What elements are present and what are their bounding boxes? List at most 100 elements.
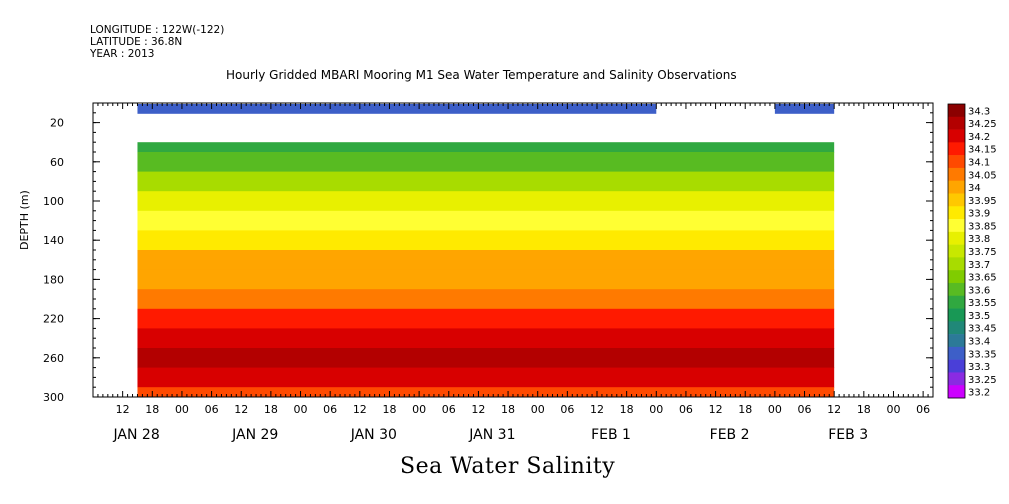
x-hour-label: 00 <box>768 403 782 416</box>
y-tick-label: 220 <box>43 313 64 326</box>
y-tick-label: 100 <box>43 195 64 208</box>
salinity-contour-band <box>137 230 835 251</box>
x-hour-label: 06 <box>679 403 693 416</box>
colorbar-swatch <box>948 167 965 181</box>
salinity-contour-band <box>137 269 835 290</box>
colorbar-swatch <box>948 206 965 220</box>
y-tick-label: 60 <box>50 156 64 169</box>
x-hour-label: 18 <box>738 403 752 416</box>
x-date-label: FEB 2 <box>710 427 750 443</box>
x-hour-label: 06 <box>442 403 456 416</box>
colorbar-swatch <box>948 155 965 169</box>
x-hour-label: 12 <box>471 403 485 416</box>
colorbar-label: 33.5 <box>968 311 990 322</box>
x-hour-label: 18 <box>145 403 159 416</box>
x-date-label: JAN 29 <box>231 427 278 443</box>
y-tick-label: 20 <box>50 117 64 130</box>
colorbar-swatch <box>948 321 965 335</box>
colorbar-swatch <box>948 385 965 399</box>
colorbar-label: 34.1 <box>968 158 990 169</box>
x-hour-label: 06 <box>205 403 219 416</box>
salinity-contour-band <box>137 171 835 192</box>
colorbar-swatch <box>948 219 965 233</box>
x-hour-label: 06 <box>323 403 337 416</box>
x-hour-label: 18 <box>264 403 278 416</box>
year-label: YEAR : 2013 <box>90 48 155 60</box>
colorbar-swatch <box>948 346 965 360</box>
longitude-label: LONGITUDE : 122W(-122) <box>90 24 225 36</box>
colorbar-swatch <box>948 104 965 118</box>
colorbar-label: 33.95 <box>968 196 997 207</box>
colorbar-label: 33.35 <box>968 349 997 360</box>
colorbar-swatch <box>948 116 965 130</box>
colorbar-swatch <box>948 372 965 386</box>
x-date-label: JAN 31 <box>468 427 515 443</box>
variable-label: Sea Water Salinity <box>400 454 616 479</box>
colorbar-swatch <box>948 270 965 284</box>
x-hour-label: 06 <box>560 403 574 416</box>
salinity-contour-band <box>137 308 835 329</box>
x-hour-label: 18 <box>501 403 515 416</box>
colorbar-label: 33.85 <box>968 221 997 232</box>
colorbar-swatch <box>948 308 965 322</box>
colorbar-label: 33.9 <box>968 209 990 220</box>
salinity-contour-band <box>137 387 835 397</box>
x-date-label: FEB 1 <box>591 427 631 443</box>
x-hour-label: 12 <box>116 403 130 416</box>
latitude-label: LATITUDE : 36.8N <box>90 36 183 48</box>
x-hour-label: 18 <box>382 403 396 416</box>
x-hour-label: 18 <box>857 403 871 416</box>
x-hour-label: 00 <box>531 403 545 416</box>
colorbar-swatch <box>948 334 965 348</box>
colorbar-swatch <box>948 193 965 207</box>
colorbar-swatch <box>948 231 965 245</box>
colorbar-label: 34.2 <box>968 132 990 143</box>
x-hour-label: 12 <box>709 403 723 416</box>
colorbar-label: 33.45 <box>968 324 997 335</box>
salinity-contour-band <box>137 328 835 349</box>
colorbar-label: 33.55 <box>968 298 997 309</box>
colorbar-label: 34.25 <box>968 119 997 130</box>
salinity-contour-band <box>137 250 835 271</box>
colorbar-label: 33.65 <box>968 273 997 284</box>
x-hour-label: 06 <box>798 403 812 416</box>
x-hour-label: 00 <box>294 403 308 416</box>
colorbar-label: 33.8 <box>968 234 990 245</box>
salinity-contour-band <box>137 289 835 310</box>
x-hour-label: 12 <box>590 403 604 416</box>
colorbar-swatch <box>948 129 965 143</box>
colorbar-label: 34.3 <box>968 106 990 117</box>
colorbar-label: 33.75 <box>968 247 997 258</box>
colorbar-label: 34 <box>968 183 981 194</box>
salinity-contour-band <box>137 152 835 173</box>
colorbar-swatch <box>948 142 965 156</box>
y-tick-label: 180 <box>43 273 64 286</box>
chart-title: Hourly Gridded MBARI Mooring M1 Sea Wate… <box>226 68 737 82</box>
colorbar-swatch <box>948 257 965 271</box>
salinity-contour-band <box>137 367 835 388</box>
x-hour-label: 00 <box>886 403 900 416</box>
x-hour-label: 00 <box>649 403 663 416</box>
x-date-label: JAN 30 <box>350 427 397 443</box>
colorbar-swatch <box>948 359 965 373</box>
colorbar-label: 33.2 <box>968 388 990 399</box>
colorbar-swatch <box>948 244 965 258</box>
colorbar-label: 33.3 <box>968 362 990 373</box>
x-hour-label: 12 <box>353 403 367 416</box>
colorbar-frame <box>947 103 966 399</box>
colorbar-label: 33.25 <box>968 375 997 386</box>
x-hour-label: 12 <box>827 403 841 416</box>
x-hour-label: 06 <box>916 403 930 416</box>
colorbar-label: 33.7 <box>968 260 990 271</box>
colorbar-swatch <box>948 295 965 309</box>
y-tick-label: 140 <box>43 234 64 247</box>
x-hour-label: 00 <box>175 403 189 416</box>
y-tick-label: 260 <box>43 352 64 365</box>
colorbar-label: 34.15 <box>968 145 997 156</box>
x-hour-label: 00 <box>412 403 426 416</box>
salinity-contour-band <box>137 210 835 231</box>
colorbar-label: 33.6 <box>968 285 990 296</box>
x-date-label: FEB 3 <box>828 427 868 443</box>
salinity-contour-band <box>137 142 835 153</box>
